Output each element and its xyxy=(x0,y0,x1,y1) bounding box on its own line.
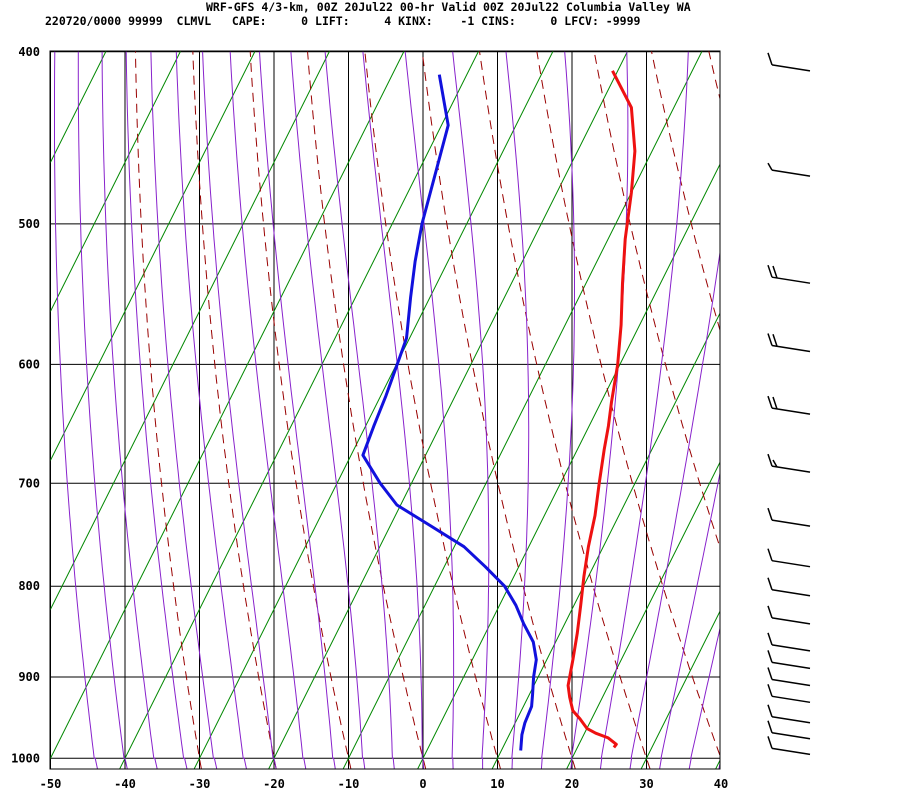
dry-adiabat xyxy=(478,51,651,769)
moist-adiabat xyxy=(718,758,720,769)
isotherm xyxy=(50,51,182,314)
wind-barb xyxy=(767,667,811,687)
isotherm xyxy=(50,51,107,165)
moist-adiabat xyxy=(659,470,720,769)
wind-barb xyxy=(767,684,811,704)
dry-adiabat xyxy=(650,51,720,333)
isotherm xyxy=(50,51,256,463)
pressure-tick-label: 900 xyxy=(18,670,40,684)
pressure-tick-label: 500 xyxy=(18,217,40,231)
wind-barb xyxy=(767,548,811,568)
pressure-tick-label: 800 xyxy=(18,579,40,593)
temperature-tick-label: 30 xyxy=(639,777,653,791)
wind-barb xyxy=(767,264,811,284)
series-layer xyxy=(361,70,637,751)
moist-adiabat xyxy=(404,51,455,769)
dry-adiabat xyxy=(880,50,900,769)
temperature-tick-label: -10 xyxy=(338,777,360,791)
dry-adiabat xyxy=(306,51,427,769)
dry-adiabat xyxy=(536,51,720,758)
wind-barb xyxy=(767,704,811,724)
temperature-tick-label: 20 xyxy=(565,777,579,791)
moist-adiabat xyxy=(259,51,336,769)
wind-barb xyxy=(767,632,811,652)
wind-barb xyxy=(767,577,811,597)
temperature-tick-label: 40 xyxy=(714,777,728,791)
moist-adiabat xyxy=(229,51,307,769)
temperature-profile xyxy=(566,70,637,749)
temperature-tick-label: 10 xyxy=(490,777,504,791)
isotherm xyxy=(715,759,720,769)
axes-layer: 400 500 600 700 800 900 1000-50 -40 -30 -20 -10 0 10… xyxy=(11,45,728,791)
wind-barb xyxy=(767,333,811,353)
temperature-tick-label: -40 xyxy=(114,777,136,791)
moist-adiabat xyxy=(290,51,366,769)
isotherm xyxy=(342,51,703,769)
wind-barb xyxy=(767,162,811,177)
moist-adiabat xyxy=(570,51,629,769)
dry-adiabat xyxy=(421,51,576,769)
moist-adiabat xyxy=(54,51,98,769)
isotherm xyxy=(790,51,900,769)
wind-barb xyxy=(767,507,811,527)
wind-barb xyxy=(767,650,811,670)
isotherm xyxy=(50,51,331,612)
moist-adiabat xyxy=(101,51,158,769)
pressure-tick-label: 600 xyxy=(18,357,40,371)
wind-barb xyxy=(767,605,811,625)
moist-adiabat xyxy=(505,51,530,769)
chart-title: WRF-GFS 4/3-km, 00Z 20Jul22 00-hr Valid … xyxy=(206,0,691,14)
moist-adiabat xyxy=(688,626,720,769)
wind-barb xyxy=(767,453,811,473)
isotherm xyxy=(268,51,629,769)
temperature-tick-label: -50 xyxy=(40,777,62,791)
dry-adiabat xyxy=(192,51,277,769)
moist-adiabat xyxy=(629,249,720,769)
moist-adiabat xyxy=(202,51,277,769)
moist-adiabat xyxy=(175,51,247,769)
moist-adiabat xyxy=(452,51,490,769)
pressure-tick-label: 400 xyxy=(18,45,40,59)
moist-adiabat xyxy=(362,51,425,769)
wind-barb-layer xyxy=(767,52,811,756)
dewpoint-profile xyxy=(361,74,538,751)
isotherm xyxy=(865,51,900,769)
dry-adiabat xyxy=(364,51,501,769)
adiabat-layer xyxy=(54,50,900,769)
dry-adiabat xyxy=(823,50,900,769)
plot-frame xyxy=(49,50,721,770)
isotherm xyxy=(50,51,405,761)
moist-adiabat xyxy=(324,51,395,769)
isotherm xyxy=(417,163,720,769)
temperature-tick-label: -20 xyxy=(263,777,285,791)
moist-adiabat xyxy=(125,51,188,769)
dry-adiabat xyxy=(249,51,352,769)
isotherm xyxy=(640,610,720,769)
moist-adiabat xyxy=(540,51,575,769)
isotherm xyxy=(119,51,480,769)
isotherm xyxy=(0,51,32,769)
moist-adiabat xyxy=(599,51,689,769)
dry-adiabat xyxy=(708,51,720,101)
wind-barb xyxy=(767,736,811,756)
moist-adiabat xyxy=(77,51,128,769)
chart-subtitle: 220720/0000 99999 CLMVL CAPE: 0 LIFT: 4 … xyxy=(45,14,641,28)
pressure-tick-label: 700 xyxy=(18,476,40,490)
wind-barb xyxy=(767,720,811,740)
temperature-tick-label: -30 xyxy=(189,777,211,791)
moist-adiabat xyxy=(150,51,218,769)
pressure-tick-label: 1000 xyxy=(11,751,40,765)
dry-adiabat xyxy=(593,51,720,550)
temperature-tick-label: 0 xyxy=(419,777,426,791)
isotherm xyxy=(491,312,720,769)
wind-barb xyxy=(767,395,811,415)
grid-layer xyxy=(0,51,900,769)
isotherm xyxy=(566,461,720,769)
dry-adiabat xyxy=(135,51,202,769)
dry-adiabat xyxy=(766,50,900,769)
wind-barb xyxy=(767,52,811,72)
